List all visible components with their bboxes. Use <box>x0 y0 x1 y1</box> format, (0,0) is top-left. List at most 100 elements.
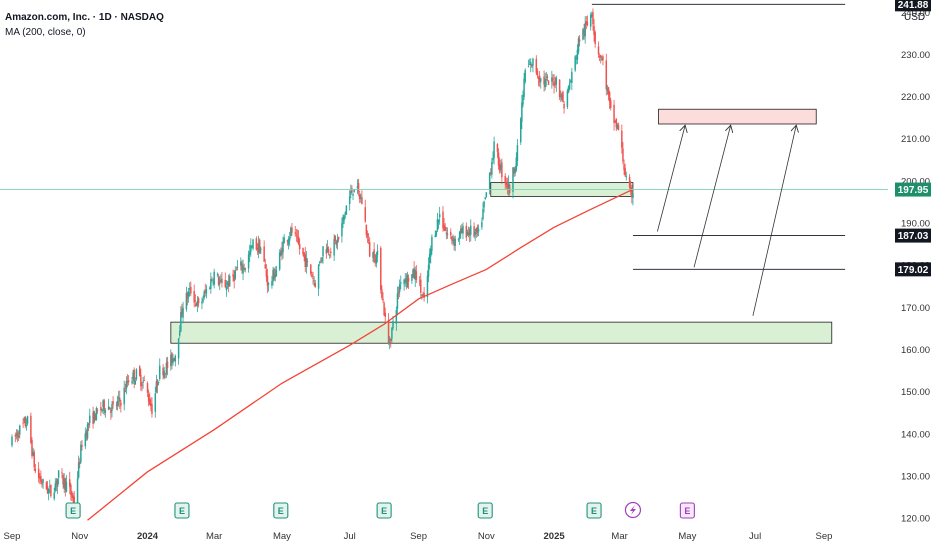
candle <box>125 376 128 395</box>
projection-arrow-2[interactable] <box>752 125 796 316</box>
candle <box>343 215 345 225</box>
earnings-marker-5[interactable]: E <box>586 502 602 519</box>
candle-body <box>294 232 297 234</box>
candle-body <box>260 248 262 251</box>
projection-arrow-0[interactable] <box>656 125 685 232</box>
candle <box>632 188 634 206</box>
resistance-zone-2[interactable] <box>658 108 817 125</box>
earnings-marker-2-label: E <box>278 506 284 516</box>
candle-body <box>41 481 43 485</box>
candle <box>96 408 99 414</box>
candle-body <box>545 79 548 81</box>
candle-body <box>45 482 48 490</box>
time-tick-label: Sep <box>410 531 427 542</box>
candle <box>454 235 456 252</box>
candle <box>453 235 455 251</box>
candle-body <box>443 224 445 231</box>
candle-body <box>406 274 409 287</box>
candle <box>197 296 200 308</box>
support-zone-0[interactable] <box>170 321 833 344</box>
candle <box>341 217 343 243</box>
earnings-marker-1[interactable]: E <box>174 502 190 519</box>
earnings-marker-3[interactable]: E <box>376 502 392 519</box>
candle-body <box>85 431 88 437</box>
candle-body <box>597 46 600 55</box>
candle-body <box>594 31 596 45</box>
candle-body <box>512 167 514 192</box>
candle-body <box>390 338 392 342</box>
candle-body <box>384 312 386 317</box>
candle <box>578 35 581 47</box>
candle <box>631 184 633 204</box>
candle <box>602 54 604 66</box>
time-axis[interactable]: Sep Nov 2024 Mar May Jul Sep Nov 2025 Mar May Jul Se… <box>4 531 833 542</box>
candle <box>567 85 570 94</box>
dividend-marker[interactable] <box>624 501 642 519</box>
candle <box>142 376 144 389</box>
future-earnings-marker-0[interactable]: E <box>679 502 695 519</box>
candle-body <box>147 394 150 402</box>
candle <box>396 286 399 316</box>
candle-body <box>150 403 152 407</box>
time-tick-label: Mar <box>206 531 222 542</box>
candle <box>79 457 81 469</box>
candle <box>357 178 360 197</box>
candle-body <box>25 425 28 427</box>
candle <box>328 253 331 259</box>
candle <box>514 165 516 177</box>
candle-body <box>172 358 174 363</box>
candle-body <box>135 369 138 380</box>
candle-body <box>71 492 73 498</box>
candle-body <box>482 209 484 220</box>
candle-body <box>111 404 113 412</box>
candle-body <box>233 275 235 281</box>
moving-average-line[interactable] <box>87 188 634 521</box>
candle-body <box>356 186 359 188</box>
candle <box>311 271 313 278</box>
candle <box>24 415 27 429</box>
candle-body <box>605 60 608 90</box>
price-axis[interactable]: 120.00130.00140.00150.00160.00170.00180.… <box>901 8 930 525</box>
candle <box>446 227 449 239</box>
candle <box>31 437 33 459</box>
earnings-marker-2-box <box>273 502 289 519</box>
candle-body <box>112 401 114 405</box>
candle <box>375 251 378 268</box>
candle-body <box>92 412 94 425</box>
candle <box>461 223 463 234</box>
candle <box>536 68 539 79</box>
candle-body <box>516 145 519 161</box>
candle-body <box>195 303 198 307</box>
candle <box>465 222 468 241</box>
candle-body <box>470 225 472 235</box>
level-price-tag-0-text: 241.88 <box>898 0 929 11</box>
candle <box>103 398 105 416</box>
candle <box>141 381 143 392</box>
candle <box>333 233 335 262</box>
level-price-tag-2: 179.02 <box>895 262 931 277</box>
candle <box>470 219 472 242</box>
candle-body <box>615 118 618 128</box>
earnings-marker-4[interactable]: E <box>477 502 493 519</box>
candle-body <box>240 261 242 266</box>
candle-body <box>536 70 539 76</box>
candle <box>609 97 612 111</box>
candle-body <box>100 407 102 411</box>
projection-arrow-1[interactable] <box>693 125 731 268</box>
candle <box>61 468 63 479</box>
earnings-marker-2[interactable]: E <box>273 502 289 519</box>
candle-body <box>171 352 173 364</box>
candle <box>374 253 376 267</box>
candle-body <box>57 470 60 478</box>
candle-body <box>157 382 160 384</box>
candle <box>291 222 293 236</box>
candle <box>616 122 619 130</box>
candle <box>390 337 392 348</box>
candle <box>112 396 114 409</box>
candle <box>213 268 215 289</box>
candle <box>538 71 541 87</box>
earnings-marker-0[interactable]: E <box>65 502 81 519</box>
indicator-legend[interactable]: MA (200, close, 0) <box>5 27 86 38</box>
candle <box>515 152 518 173</box>
